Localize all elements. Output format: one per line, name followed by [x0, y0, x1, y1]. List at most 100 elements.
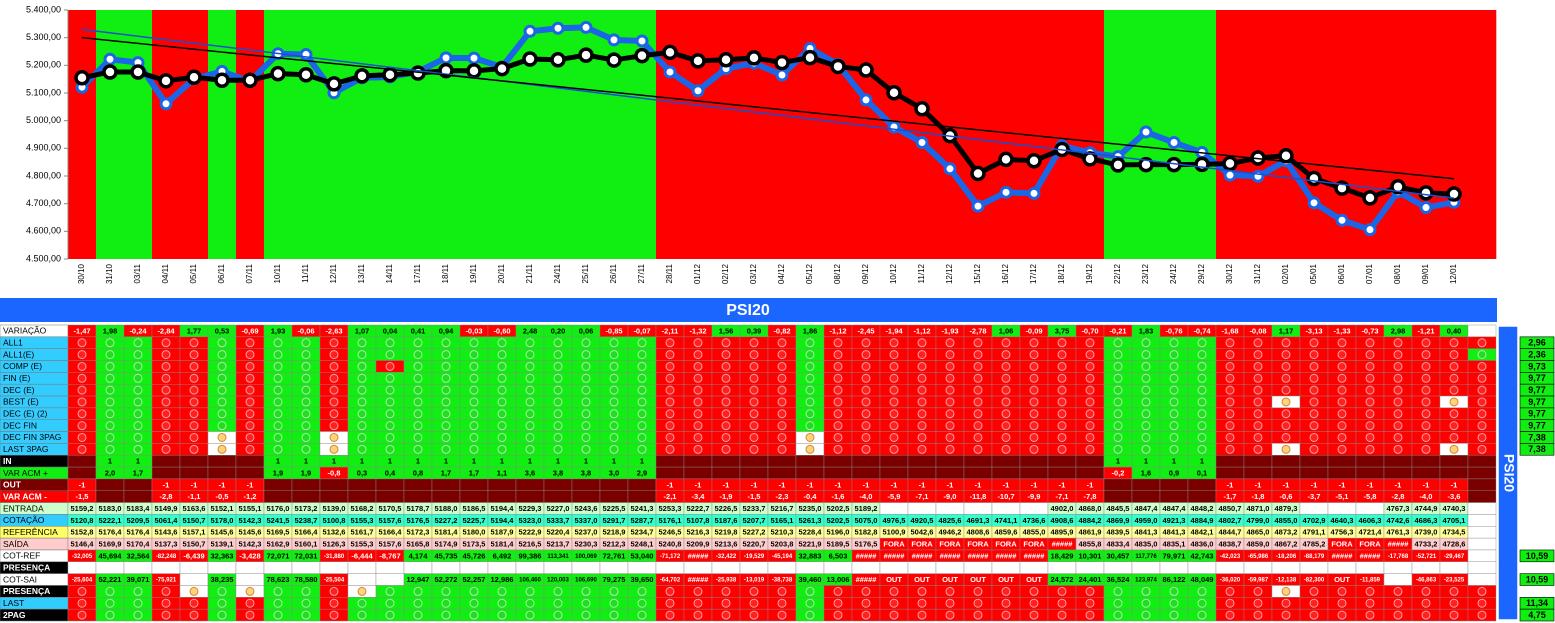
data-point	[1307, 196, 1321, 210]
cell-value: 5216,7	[771, 504, 794, 513]
cell-value: 1	[472, 457, 476, 466]
status-dot	[721, 421, 731, 431]
status-dot	[1309, 338, 1319, 348]
status-dot	[637, 385, 647, 395]
cell-value: 1,07	[355, 326, 370, 335]
status-dot	[441, 432, 451, 442]
status-dot	[133, 421, 143, 431]
status-dot	[1001, 598, 1011, 608]
cell-value: -1	[667, 480, 674, 489]
cell-value: #####	[856, 575, 878, 584]
table-cell	[1047, 561, 1077, 574]
cell-value: 4686,3	[1415, 516, 1438, 525]
table-cell	[235, 455, 265, 468]
data-point	[186, 69, 202, 85]
status-dot	[441, 373, 451, 383]
data-point	[830, 58, 846, 75]
row-label: PRESENÇA	[3, 586, 50, 596]
status-dot	[497, 598, 507, 608]
table-cell	[991, 466, 1021, 480]
status-dot	[1421, 598, 1431, 608]
status-dot	[749, 432, 759, 442]
status-dot	[525, 586, 535, 596]
table-cell	[683, 466, 713, 480]
table-cell	[1271, 561, 1301, 574]
cell-value: 4761,3	[1387, 528, 1410, 537]
status-dot	[665, 610, 675, 620]
status-dot	[189, 397, 199, 407]
column-band	[68, 10, 97, 259]
cell-value: 5163,6	[183, 504, 206, 513]
cell-value: -1	[1451, 480, 1458, 489]
table-cell	[1327, 561, 1357, 574]
cell-value: 5225,5	[603, 504, 626, 513]
cell-value: #####	[688, 551, 710, 560]
table-cell	[1243, 455, 1273, 468]
cell-value: -25,604	[72, 578, 93, 584]
cell-value: 5333,7	[547, 516, 570, 525]
cell-value: 39,071	[127, 575, 150, 584]
status-dot	[749, 350, 759, 360]
table-cell	[879, 502, 909, 515]
status-dot	[413, 338, 423, 348]
table-cell	[571, 490, 601, 503]
x-tick-label: 30/12	[1225, 263, 1234, 284]
column-band	[404, 10, 433, 259]
status-dot	[1477, 432, 1487, 442]
data-point	[1167, 136, 1181, 150]
status-dot	[413, 444, 423, 454]
summary-cell	[1519, 443, 1555, 456]
cell-value: 5159,2	[71, 504, 94, 513]
cell-value: -1,93	[941, 326, 958, 335]
status-dot	[525, 598, 535, 608]
cell-value: 30,457	[1107, 551, 1130, 560]
status-dot	[301, 338, 311, 348]
status-dot	[245, 361, 255, 371]
table-cell	[515, 561, 545, 574]
cell-value: -0,70	[1081, 326, 1098, 335]
status-dot	[749, 338, 759, 348]
cell-value: 5229,3	[519, 504, 542, 513]
table-cell	[767, 561, 797, 574]
cell-value: -2,45	[857, 326, 874, 335]
status-dot	[1029, 610, 1039, 620]
cell-value: -1,68	[1221, 326, 1238, 335]
status-dot	[609, 421, 619, 431]
status-dot	[1365, 409, 1375, 419]
cell-value: 4850,7	[1219, 504, 1242, 513]
status-dot	[217, 444, 227, 454]
cell-value: 4742,6	[1387, 516, 1410, 525]
cell-value: 5187,9	[491, 528, 514, 537]
data-point	[718, 52, 734, 68]
y-tick-label: 5.000,00	[26, 115, 61, 125]
cell-value: -2,1	[664, 492, 677, 501]
summary-value: 10,59	[1526, 574, 1549, 584]
table-cell	[543, 490, 573, 503]
table-cell	[655, 455, 685, 468]
status-dot	[161, 385, 171, 395]
summary-value: 2,36	[1528, 349, 1546, 359]
status-dot	[1141, 610, 1151, 620]
status-dot	[1309, 421, 1319, 431]
cell-value: -32,422	[716, 554, 737, 560]
cell-value: 5186,5	[463, 504, 486, 513]
cell-value: -11,859	[1360, 578, 1381, 584]
x-tick-label: 23/12	[1141, 263, 1150, 284]
status-dot	[833, 385, 843, 395]
status-dot	[1113, 361, 1123, 371]
cell-value: -18,206	[1276, 554, 1297, 560]
cell-value: 0,8	[413, 468, 423, 477]
column-band	[460, 10, 489, 259]
table-cell	[263, 490, 293, 503]
table-cell	[543, 478, 573, 491]
cell-value: 1	[444, 457, 448, 466]
status-dot	[1449, 338, 1459, 348]
cell-value: 5209,5	[127, 516, 150, 525]
summary-value: 9,77	[1528, 397, 1546, 407]
table-cell	[1299, 455, 1329, 468]
cell-value: 5234,7	[631, 528, 654, 537]
status-dot	[525, 444, 535, 454]
status-dot	[1449, 350, 1459, 360]
cell-value: 4959,0	[1135, 516, 1158, 525]
status-dot	[105, 610, 115, 620]
